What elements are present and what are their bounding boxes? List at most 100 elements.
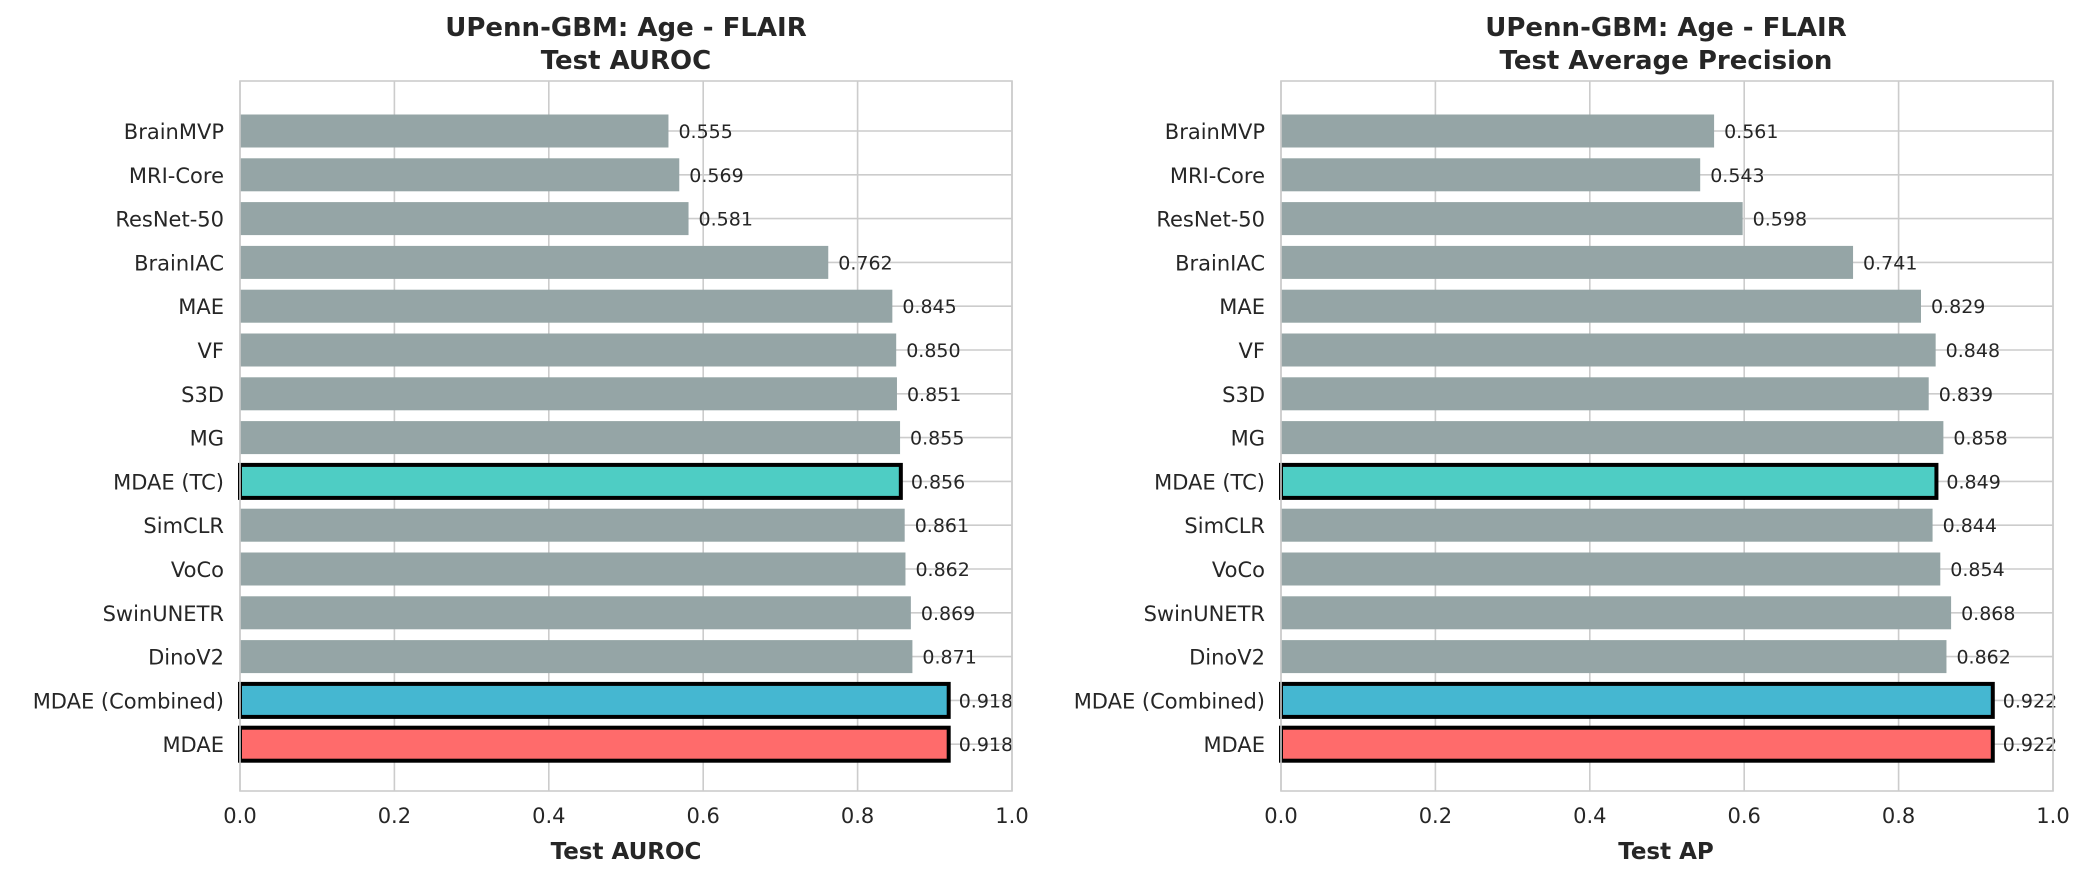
x-tick-label: 0.0 (223, 804, 256, 828)
bar-value-label: 0.555 (678, 121, 732, 143)
bar-value-label: 0.829 (1931, 296, 1985, 318)
x-tick-label: 0.2 (1419, 804, 1452, 828)
bar (1281, 158, 1701, 192)
y-tick-label: DinoV2 (1189, 646, 1265, 670)
bar (1279, 725, 1995, 763)
bar (1281, 552, 1941, 586)
bar-value-label: 0.856 (911, 471, 965, 493)
chart-title: Test AUROC (541, 46, 712, 76)
bar (1281, 640, 1947, 674)
y-tick-label: ResNet-50 (115, 208, 224, 232)
bar (240, 552, 906, 586)
y-tick-label: MDAE (TC) (1154, 470, 1265, 494)
y-tick-label: BrainIAC (134, 251, 224, 275)
bar-value-label: 0.851 (907, 384, 961, 406)
x-tick-label: 1.0 (995, 804, 1028, 828)
chart-title: UPenn-GBM: Age - FLAIR (445, 13, 807, 43)
y-tick-label: VF (1239, 339, 1265, 363)
y-tick-label: VF (198, 339, 224, 363)
bar (238, 725, 951, 763)
bar-value-label: 0.861 (915, 515, 969, 537)
x-tick-label: 1.0 (2036, 804, 2069, 828)
bar-value-label: 0.569 (689, 165, 743, 187)
axes-frame (1280, 80, 2054, 792)
bar-value-label: 0.844 (1943, 515, 1997, 537)
y-tick-label: MDAE (TC) (113, 470, 224, 494)
bar (240, 289, 893, 323)
bar (240, 421, 901, 455)
bar (238, 462, 903, 500)
x-tick-label: 0.8 (841, 804, 874, 828)
bar (1281, 114, 1715, 148)
bar-value-label: 0.871 (922, 647, 976, 669)
x-tick-label: 0.0 (1264, 804, 1297, 828)
bar (240, 333, 897, 367)
bar (1281, 202, 1743, 236)
bar (240, 158, 680, 192)
bar-value-label: 0.922 (2003, 690, 2057, 712)
bar (1281, 377, 1929, 411)
bar-value-label: 0.581 (699, 209, 753, 231)
chart-panel-2: 0.0 0.2 0.4 0.6 0.8 1.0 0.561 BrainMVP 0.543 MRI-… (1074, 13, 2070, 865)
x-tick-label: 0.4 (1573, 804, 1606, 828)
y-tick-label: BrainMVP (1165, 120, 1265, 144)
bar-value-label: 0.543 (1710, 165, 1764, 187)
x-tick-label: 0.6 (1727, 804, 1760, 828)
bar-value-label: 0.922 (2003, 734, 2057, 756)
y-tick-label: SimCLR (143, 514, 224, 538)
x-axis-label: Test AUROC (551, 839, 702, 865)
bar-value-label: 0.858 (1953, 428, 2007, 450)
y-tick-label: DinoV2 (148, 646, 224, 670)
bar (240, 202, 689, 236)
bar-value-label: 0.918 (959, 690, 1013, 712)
y-tick-label: MG (190, 427, 224, 451)
y-tick-label: MDAE (Combined) (1074, 689, 1265, 713)
bar (240, 596, 911, 630)
bar (240, 377, 897, 411)
x-tick-label: 0.8 (1882, 804, 1915, 828)
axes-frame (239, 80, 1013, 792)
y-tick-label: BrainIAC (1175, 251, 1265, 275)
bar-value-label: 0.848 (1946, 340, 2000, 362)
chart-title: Test Average Precision (1500, 46, 1833, 76)
bar-value-label: 0.862 (1956, 647, 2010, 669)
chart-title: UPenn-GBM: Age - FLAIR (1485, 13, 1847, 43)
x-axis-label: Test AP (1618, 839, 1714, 865)
y-tick-label: MDAE (Combined) (33, 689, 224, 713)
bar-value-label: 0.762 (838, 252, 892, 274)
bar-value-label: 0.741 (1863, 252, 1917, 274)
bar-value-label: 0.918 (959, 734, 1013, 756)
y-tick-label: SimCLR (1184, 514, 1265, 538)
bar-value-label: 0.850 (906, 340, 960, 362)
bar-value-label: 0.869 (921, 603, 975, 625)
chart-panel-1: 0.0 0.2 0.4 0.6 0.8 1.0 0.555 BrainMVP 0.569 MRI-… (33, 13, 1029, 865)
y-tick-label: S3D (181, 383, 224, 407)
x-tick-label: 0.6 (686, 804, 719, 828)
y-tick-label: MRI-Core (1170, 164, 1265, 188)
bar (1281, 421, 1944, 455)
bar-value-label: 0.855 (910, 428, 964, 450)
bar (1281, 333, 1936, 367)
x-tick-label: 0.4 (532, 804, 565, 828)
bar-value-label: 0.868 (1961, 603, 2015, 625)
y-tick-label: MRI-Core (129, 164, 224, 188)
y-tick-label: BrainMVP (124, 120, 224, 144)
y-tick-label: ResNet-50 (1156, 208, 1265, 232)
bar (1281, 596, 1952, 630)
bar-value-label: 0.849 (1946, 471, 2000, 493)
bar (238, 681, 951, 719)
y-tick-label: SwinUNETR (103, 602, 224, 626)
x-tick-label: 0.2 (378, 804, 411, 828)
y-tick-label: SwinUNETR (1144, 602, 1265, 626)
y-tick-label: MAE (178, 295, 224, 319)
y-tick-label: MDAE (162, 733, 224, 757)
y-tick-label: VoCo (171, 558, 224, 582)
bar (1281, 289, 1921, 323)
y-tick-label: S3D (1222, 383, 1265, 407)
bar-value-label: 0.862 (915, 559, 969, 581)
bar-value-label: 0.845 (902, 296, 956, 318)
bar-value-label: 0.561 (1724, 121, 1778, 143)
y-tick-label: VoCo (1212, 558, 1265, 582)
